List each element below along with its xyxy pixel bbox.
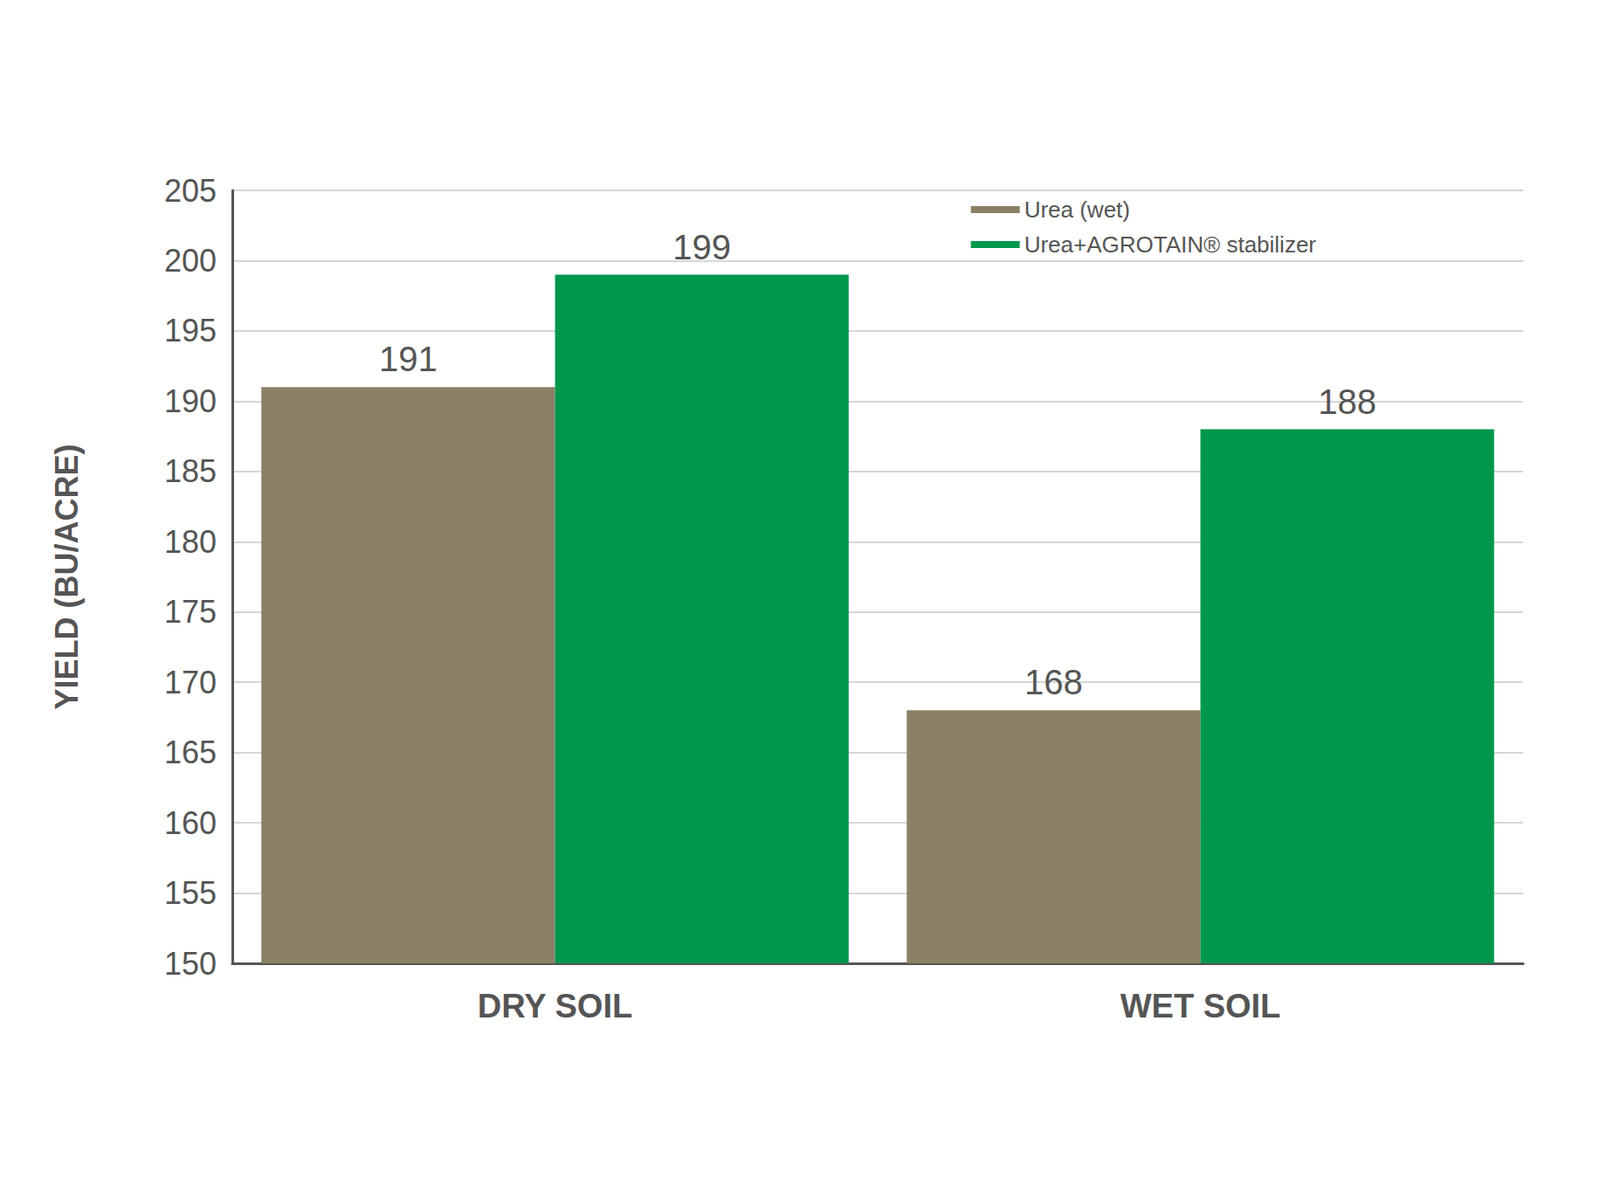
svg-text:175: 175 xyxy=(164,593,217,630)
svg-text:170: 170 xyxy=(164,664,217,701)
svg-text:155: 155 xyxy=(164,875,217,911)
svg-text:195: 195 xyxy=(164,312,217,349)
svg-text:Urea+AGROTAIN® stabilizer: Urea+AGROTAIN® stabilizer xyxy=(1024,231,1318,258)
svg-text:185: 185 xyxy=(164,453,217,490)
svg-text:150: 150 xyxy=(164,945,217,982)
svg-text:191: 191 xyxy=(379,339,438,379)
svg-text:168: 168 xyxy=(1024,662,1083,702)
svg-text:180: 180 xyxy=(164,524,217,560)
svg-text:165: 165 xyxy=(164,734,217,771)
svg-text:WET SOIL: WET SOIL xyxy=(1120,987,1282,1025)
svg-text:Urea (wet): Urea (wet) xyxy=(1024,196,1131,223)
svg-text:DRY SOIL: DRY SOIL xyxy=(477,987,633,1025)
svg-text:YIELD (BU/ACRE): YIELD (BU/ACRE) xyxy=(48,444,85,711)
svg-text:199: 199 xyxy=(672,227,732,267)
svg-text:160: 160 xyxy=(164,805,217,842)
svg-text:205: 205 xyxy=(164,172,217,209)
svg-text:200: 200 xyxy=(164,242,217,279)
svg-text:190: 190 xyxy=(164,383,217,420)
svg-text:188: 188 xyxy=(1317,382,1377,421)
